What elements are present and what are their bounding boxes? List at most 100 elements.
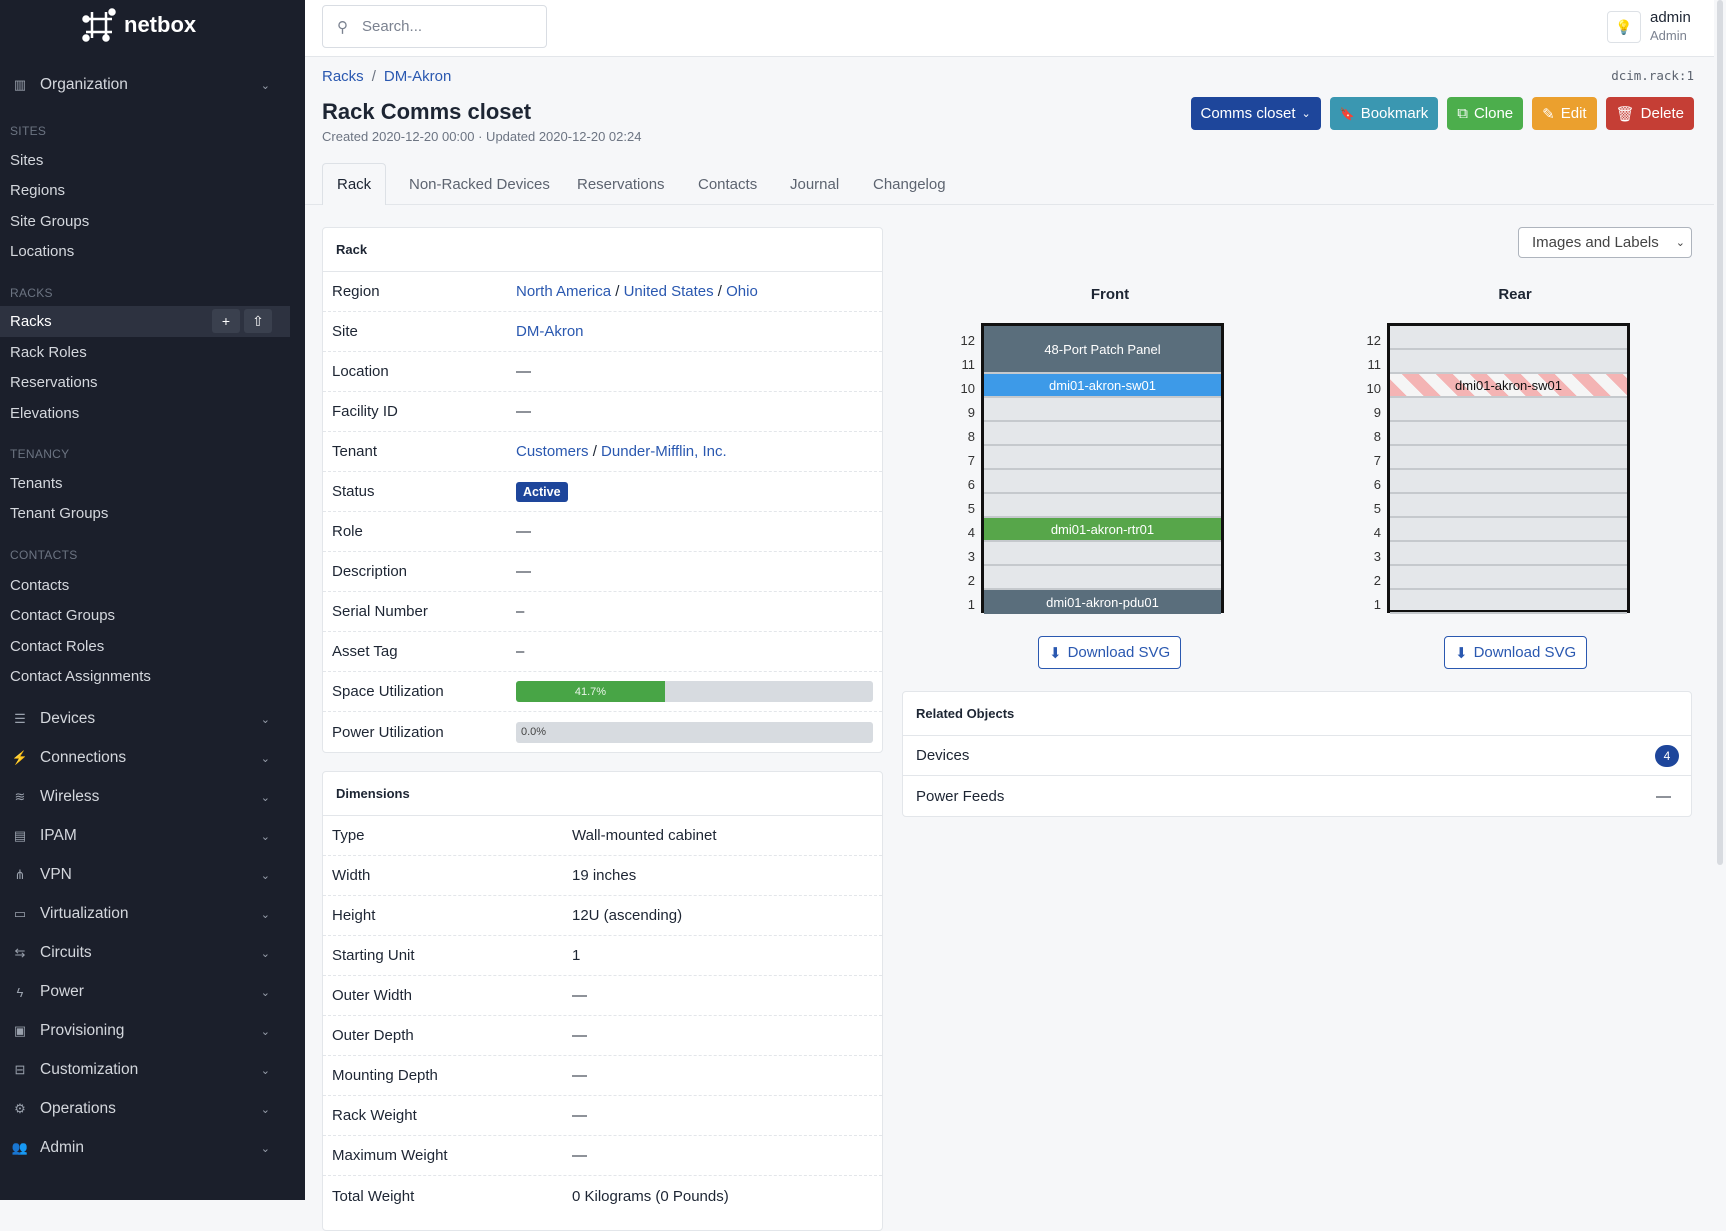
empty-rack-unit[interactable] — [1390, 566, 1627, 590]
sidebar-item-rack-roles[interactable]: Rack Roles — [10, 343, 87, 361]
row-status: Status Active — [323, 472, 882, 512]
empty-rack-unit[interactable] — [984, 542, 1221, 566]
empty-rack-unit[interactable] — [1390, 350, 1627, 374]
empty-rack-unit[interactable] — [1390, 542, 1627, 566]
sidebar-group-organization[interactable]: ▥ Organization ⌄ — [0, 67, 290, 103]
chevron-down-icon: ⌄ — [260, 1142, 270, 1155]
bookmark-button[interactable]: 🔖 Bookmark — [1329, 97, 1439, 130]
label: Clone — [1473, 105, 1514, 122]
download-rear-svg-button[interactable]: ⬇ Download SVG — [1444, 636, 1588, 669]
empty-rack-unit[interactable] — [984, 398, 1221, 422]
elevation-view-select[interactable]: Images and Labels ⌄ — [1518, 227, 1692, 258]
tab-reservations[interactable]: Reservations — [577, 175, 665, 193]
label: Mounting Depth — [332, 1067, 438, 1084]
rack-select-dropdown[interactable]: Comms closet ⌄ — [1190, 97, 1321, 130]
breadcrumb-racks[interactable]: Racks — [322, 68, 364, 85]
sidebar-group-connections[interactable]: ⚡ Connections ⌄ — [0, 740, 290, 776]
rack-device[interactable]: dmi01-akron-pdu01 — [984, 590, 1221, 614]
region-link[interactable]: Ohio — [726, 283, 758, 300]
sidebar-item-tenant-groups[interactable]: Tenant Groups — [10, 504, 109, 522]
empty-rack-unit[interactable] — [1390, 494, 1627, 518]
import-icon[interactable]: ⇧ — [244, 309, 272, 333]
space-utilization-bar: 41.7% — [516, 681, 873, 702]
unit-number: 9 — [1373, 405, 1381, 420]
empty-rack-unit[interactable] — [984, 422, 1221, 446]
sidebar-item-contacts[interactable]: Contacts — [10, 576, 70, 594]
sidebar-item-reservations[interactable]: Reservations — [10, 373, 98, 391]
unit-number: 2 — [1373, 573, 1381, 588]
sidebar-item-contact-roles[interactable]: Contact Roles — [10, 637, 105, 655]
page-scrollbar[interactable] — [1714, 0, 1726, 1200]
sidebar-item-elevations[interactable]: Elevations — [10, 404, 80, 422]
related-power-feeds[interactable]: Power Feeds — — [903, 776, 1691, 816]
empty-rack-unit[interactable] — [984, 374, 1221, 398]
sidebar-item-sites[interactable]: Sites — [10, 151, 44, 169]
sidebar-group-wireless[interactable]: ≋ Wireless ⌄ — [0, 779, 290, 815]
rack-device[interactable]: dmi01-akron-rtr01 — [984, 518, 1221, 540]
breadcrumb-site[interactable]: DM-Akron — [383, 68, 452, 85]
empty-rack-unit[interactable] — [984, 350, 1221, 374]
related-devices[interactable]: Devices 4 — [903, 736, 1691, 776]
empty-rack-unit[interactable] — [984, 518, 1221, 542]
region-link[interactable]: North America — [516, 283, 612, 300]
label: Outer Depth — [332, 1027, 414, 1044]
tab-changelog[interactable]: Changelog — [873, 175, 946, 193]
empty-rack-unit[interactable] — [984, 566, 1221, 590]
empty-rack-unit[interactable] — [1390, 422, 1627, 446]
sidebar-group-power[interactable]: ϟ Power ⌄ — [0, 974, 290, 1010]
empty-rack-unit[interactable] — [1390, 470, 1627, 494]
label: Bookmark — [1360, 105, 1429, 122]
sidebar-item-regions[interactable]: Regions — [10, 181, 66, 199]
color-mode-toggle[interactable]: 💡 — [1607, 11, 1641, 43]
sidebar-group-circuits[interactable]: ⇆ Circuits ⌄ — [0, 935, 290, 971]
rack-device[interactable]: dmi01-akron-sw01 — [1390, 374, 1627, 396]
add-icon[interactable]: + — [212, 309, 240, 333]
region-link[interactable]: United States — [623, 283, 714, 300]
search-input[interactable]: ⚲ Search... — [322, 5, 547, 48]
chevron-down-icon: ⌄ — [260, 908, 270, 921]
tab-non-racked-devices[interactable]: Non-Racked Devices — [409, 175, 550, 193]
sidebar-item-contact-groups[interactable]: Contact Groups — [10, 606, 116, 624]
delete-button[interactable]: 🗑 Delete — [1605, 97, 1694, 130]
empty-rack-unit[interactable] — [1390, 326, 1627, 350]
empty-rack-unit[interactable] — [1390, 398, 1627, 422]
sidebar-group-provisioning[interactable]: ▣ Provisioning ⌄ — [0, 1013, 290, 1049]
sidebar-item-locations[interactable]: Locations — [10, 242, 75, 260]
sidebar-item-site-groups[interactable]: Site Groups — [10, 212, 90, 230]
download-front-svg-button[interactable]: ⬇ Download SVG — [1038, 636, 1182, 669]
sidebar-item-tenants[interactable]: Tenants — [10, 474, 63, 492]
sidebar-group-operations[interactable]: ⚙ Operations ⌄ — [0, 1091, 290, 1127]
empty-rack-unit[interactable] — [984, 446, 1221, 470]
rear-rack-elevation: dmi01-akron-sw01 — [1387, 323, 1630, 614]
rack-device[interactable]: 48-Port Patch Panel — [984, 326, 1221, 372]
empty-rack-unit[interactable] — [1390, 590, 1627, 614]
tab-rack[interactable]: Rack — [322, 163, 387, 205]
sidebar-group-virtualization[interactable]: ▭ Virtualization ⌄ — [0, 896, 290, 932]
empty-rack-unit[interactable] — [984, 494, 1221, 518]
wifi-icon: ≋ — [14, 789, 26, 804]
unit-number: 11 — [1367, 357, 1382, 372]
empty-rack-unit[interactable] — [984, 470, 1221, 494]
netbox-logo[interactable]: netbox — [82, 8, 196, 42]
user-menu[interactable]: admin Admin — [1650, 9, 1691, 45]
sidebar-group-devices[interactable]: ☰ Devices ⌄ — [0, 701, 290, 737]
sidebar-group-customization[interactable]: ⊟ Customization ⌄ — [0, 1052, 290, 1088]
site-link[interactable]: DM-Akron — [516, 323, 584, 340]
sidebar-item-contact-assignments[interactable]: Contact Assignments — [10, 667, 151, 685]
label[interactable]: Devices — [916, 747, 970, 764]
tenant-link[interactable]: Dunder-Mifflin, Inc. — [601, 443, 727, 460]
empty-rack-unit[interactable] — [1390, 446, 1627, 470]
tenant-group-link[interactable]: Customers — [516, 443, 589, 460]
tab-contacts[interactable]: Contacts — [698, 175, 758, 193]
clone-button[interactable]: ⧉ Clone — [1447, 97, 1524, 130]
edit-button[interactable]: ✎ Edit — [1532, 97, 1597, 130]
empty-rack-unit[interactable] — [1390, 374, 1627, 398]
group-label: IPAM — [40, 827, 77, 844]
sidebar-group-admin[interactable]: 👥 Admin ⌄ — [0, 1130, 290, 1166]
sidebar-group-ipam[interactable]: ▤ IPAM ⌄ — [0, 818, 290, 854]
rack-device[interactable]: dmi01-akron-sw01 — [984, 374, 1221, 396]
tab-journal[interactable]: Journal — [790, 175, 840, 193]
sidebar-item-racks[interactable]: Racks + ⇧ — [0, 306, 290, 337]
sidebar-group-vpn[interactable]: ⋔ VPN ⌄ — [0, 857, 290, 893]
empty-rack-unit[interactable] — [1390, 518, 1627, 542]
